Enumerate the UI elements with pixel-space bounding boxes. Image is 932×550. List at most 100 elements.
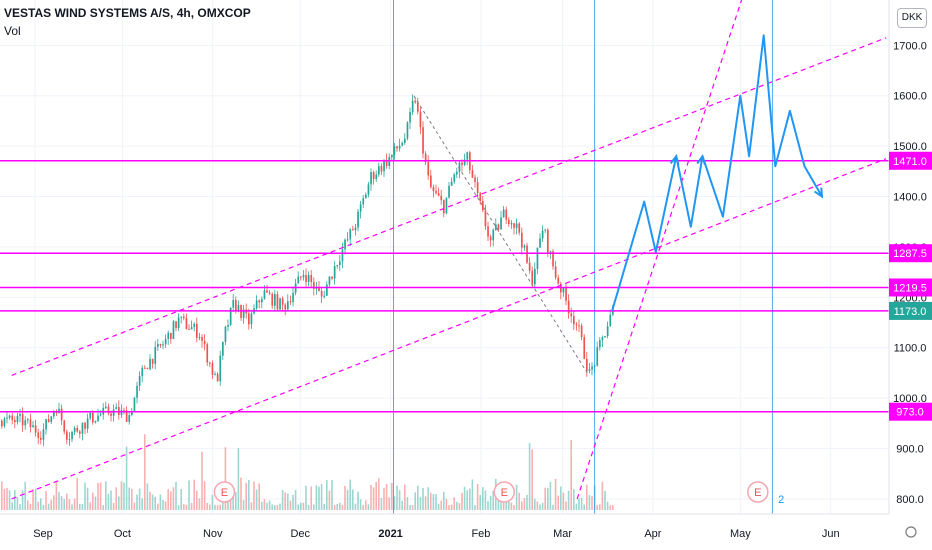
volume-bar bbox=[385, 483, 388, 510]
volume-bar bbox=[141, 498, 143, 510]
candle-body bbox=[406, 122, 409, 139]
candle-body bbox=[203, 340, 206, 345]
volume-bar bbox=[245, 482, 247, 510]
candle-body bbox=[237, 305, 240, 311]
volume-bar bbox=[159, 494, 162, 510]
volume-bar bbox=[125, 446, 128, 510]
volume-bar bbox=[237, 448, 240, 510]
candle-body bbox=[541, 230, 544, 239]
x-tick-label: Sep bbox=[33, 528, 53, 540]
volume-bar bbox=[216, 505, 219, 510]
volume-bar bbox=[177, 505, 180, 510]
candle-body bbox=[500, 217, 502, 230]
earnings-marker-label: E bbox=[221, 487, 228, 499]
volume-bar bbox=[118, 496, 120, 510]
volume-bar bbox=[229, 498, 232, 510]
volume-bar bbox=[201, 451, 203, 510]
currency-button[interactable]: DKK bbox=[897, 8, 927, 28]
volume-bar bbox=[232, 494, 234, 510]
volume-bar bbox=[320, 483, 323, 510]
volume-bar bbox=[206, 502, 208, 510]
y-tick-label: 1600.0 bbox=[893, 91, 927, 103]
volume-bar bbox=[224, 447, 227, 510]
candle-body bbox=[547, 229, 549, 253]
volume-bar bbox=[510, 502, 513, 510]
y-tick-label: 1400.0 bbox=[893, 192, 927, 204]
candle-body bbox=[580, 325, 583, 338]
candle-body bbox=[125, 410, 128, 422]
volume-bar bbox=[73, 498, 76, 510]
candle-body bbox=[367, 184, 370, 195]
candle-body bbox=[37, 432, 40, 438]
volume-bar bbox=[565, 501, 567, 510]
candle-body bbox=[196, 323, 198, 338]
candle-body bbox=[21, 414, 24, 426]
settings-gear-icon bbox=[905, 526, 917, 538]
volume-bar bbox=[440, 500, 442, 510]
candle-body bbox=[34, 425, 37, 433]
candle-body bbox=[383, 159, 385, 172]
volume-bar bbox=[393, 496, 396, 510]
candle-body bbox=[599, 340, 601, 348]
candle-body bbox=[276, 294, 279, 310]
candle-body bbox=[146, 368, 149, 370]
volume-bar bbox=[281, 489, 284, 510]
volume-bar bbox=[547, 487, 549, 510]
candle-body bbox=[154, 346, 157, 364]
candle-body bbox=[14, 420, 16, 423]
candle-body bbox=[79, 431, 81, 434]
volume-bar bbox=[29, 503, 32, 510]
candle-body bbox=[362, 198, 365, 205]
candle-body bbox=[6, 417, 8, 419]
volume-bar bbox=[279, 503, 281, 510]
candle-body bbox=[320, 290, 323, 297]
candle-body bbox=[177, 317, 180, 329]
volume-bar bbox=[534, 498, 536, 510]
candle-body bbox=[235, 299, 237, 311]
volume-bar bbox=[508, 494, 510, 510]
volume-bar bbox=[242, 499, 245, 510]
candle-body bbox=[120, 410, 123, 415]
candle-body bbox=[66, 431, 68, 440]
candle-body bbox=[372, 172, 375, 180]
volume-bar bbox=[68, 499, 71, 510]
volume-bar bbox=[53, 495, 55, 510]
volume-bar bbox=[549, 481, 552, 510]
candle-body bbox=[601, 337, 604, 341]
candle-body bbox=[115, 407, 118, 410]
volume-bar bbox=[37, 501, 39, 510]
volume-bar bbox=[609, 505, 611, 510]
volume-bar bbox=[131, 488, 133, 510]
volume-bar bbox=[198, 498, 201, 510]
volume-bar bbox=[79, 503, 81, 510]
candle-body bbox=[313, 282, 315, 289]
candle-body bbox=[409, 112, 411, 123]
volume-bar bbox=[591, 496, 593, 510]
volume-bar bbox=[391, 483, 393, 510]
candle-body bbox=[99, 414, 102, 416]
price-level-label: 973.0 bbox=[896, 407, 924, 419]
volume-bar bbox=[76, 478, 78, 510]
x-tick-label: 2021 bbox=[378, 528, 402, 540]
candle-body bbox=[573, 316, 575, 325]
candle-body bbox=[42, 429, 45, 440]
volume-bar bbox=[203, 481, 206, 510]
candle-body bbox=[81, 422, 84, 434]
volume-bar bbox=[463, 486, 466, 510]
volume-bar bbox=[14, 489, 16, 510]
candle-body bbox=[159, 344, 162, 346]
candle-body bbox=[86, 418, 89, 429]
projection-arrowhead bbox=[813, 187, 824, 199]
candle-body bbox=[359, 204, 362, 212]
volume-bar bbox=[515, 484, 518, 510]
volume-legend: Vol bbox=[4, 24, 21, 38]
volume-bar bbox=[482, 487, 484, 510]
x-tick-label: Nov bbox=[203, 528, 223, 540]
candle-body bbox=[133, 397, 136, 412]
volume-bar bbox=[349, 479, 351, 510]
candle-body bbox=[528, 262, 531, 271]
candle-body bbox=[492, 229, 495, 241]
volume-bar bbox=[94, 496, 97, 510]
volume-bar bbox=[539, 504, 541, 510]
